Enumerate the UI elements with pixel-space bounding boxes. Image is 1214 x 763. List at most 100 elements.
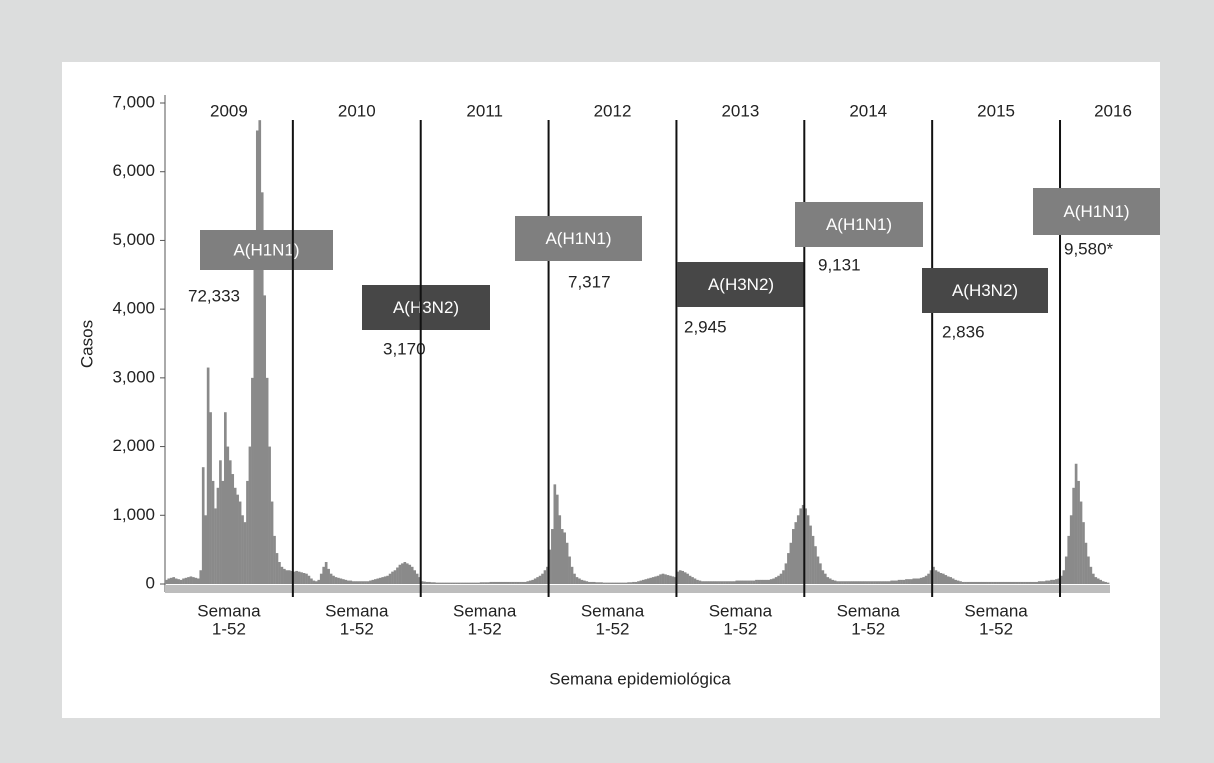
bar (998, 581, 1002, 584)
bar (433, 582, 436, 584)
bar (642, 579, 645, 584)
bar (285, 570, 289, 584)
bar (887, 581, 891, 584)
strain-box (1033, 188, 1160, 235)
bar (167, 578, 171, 584)
bar (283, 568, 286, 584)
period-label: 1-52 (723, 619, 757, 638)
bar (1094, 577, 1098, 584)
bar (398, 564, 402, 584)
bar (823, 573, 827, 584)
bar (1050, 579, 1053, 584)
strain-box (677, 262, 805, 307)
bar (243, 522, 247, 584)
bar (1032, 581, 1036, 584)
bar (735, 580, 739, 584)
bar (755, 579, 758, 584)
bar (792, 529, 795, 584)
bar (774, 577, 778, 584)
bar (450, 582, 453, 584)
bar (796, 515, 800, 584)
bar (914, 578, 918, 584)
bar (622, 582, 626, 584)
bar (1037, 581, 1041, 584)
bar (219, 460, 222, 584)
bar (639, 580, 643, 584)
x-axis-label: Semana epidemiológica (549, 669, 731, 688)
bar (1013, 581, 1016, 584)
bar (1052, 579, 1056, 584)
strain-label: A(H3N2) (393, 298, 459, 317)
bar (691, 577, 694, 584)
bar (405, 563, 409, 584)
bar (873, 581, 876, 584)
bar (511, 581, 515, 584)
bar (492, 581, 495, 584)
bar (745, 580, 748, 584)
y-tick-label: 1,000 (112, 505, 155, 524)
strain-box (362, 285, 490, 330)
bar (199, 570, 203, 584)
bar (954, 579, 957, 584)
bar (708, 581, 712, 584)
bar (356, 581, 360, 584)
bar (848, 581, 852, 584)
bar (742, 580, 746, 584)
bar (462, 582, 466, 584)
bar (678, 570, 682, 584)
bar (725, 581, 729, 584)
y-axis-label: Casos (77, 320, 96, 368)
bar (646, 578, 650, 584)
bar (280, 566, 284, 584)
bar (637, 581, 640, 584)
bar (1001, 581, 1004, 584)
bar (944, 575, 948, 584)
y-tick-label: 5,000 (112, 230, 155, 249)
bar (705, 581, 709, 584)
bar (533, 578, 537, 584)
period-label: Semana (197, 601, 261, 620)
bar (993, 581, 997, 584)
bar (391, 571, 394, 584)
bar (836, 581, 839, 584)
bar (617, 582, 621, 584)
bar (519, 581, 522, 584)
bar (1025, 581, 1029, 584)
total-label: 2,836 (942, 322, 985, 341)
bar (868, 581, 871, 584)
bar (693, 578, 697, 584)
bar (563, 532, 566, 584)
bar (418, 577, 421, 584)
bar (376, 578, 380, 584)
total-label: 72,333 (188, 286, 240, 305)
bar (966, 581, 970, 584)
bar (1042, 581, 1046, 584)
bar (467, 582, 471, 584)
bar (794, 522, 798, 584)
bar (929, 570, 933, 584)
period-label: 1-52 (212, 619, 246, 638)
bar (560, 529, 564, 584)
bar (723, 581, 726, 584)
bar (319, 573, 323, 584)
bar (769, 579, 773, 584)
bar (366, 581, 370, 584)
bar (383, 576, 387, 584)
bar (937, 571, 940, 584)
bar (489, 581, 493, 584)
bar (1106, 582, 1110, 584)
bar (553, 484, 557, 584)
total-label: 7,317 (568, 272, 611, 291)
bar (1015, 581, 1019, 584)
bar (683, 572, 687, 584)
bar (897, 579, 901, 584)
bar (760, 579, 763, 584)
bar (221, 480, 225, 584)
bar (531, 579, 535, 584)
year-label: 2012 (594, 101, 632, 120)
bar (590, 581, 594, 584)
bar (853, 581, 857, 584)
bar (811, 535, 815, 584)
period-label: Semana (581, 601, 645, 620)
